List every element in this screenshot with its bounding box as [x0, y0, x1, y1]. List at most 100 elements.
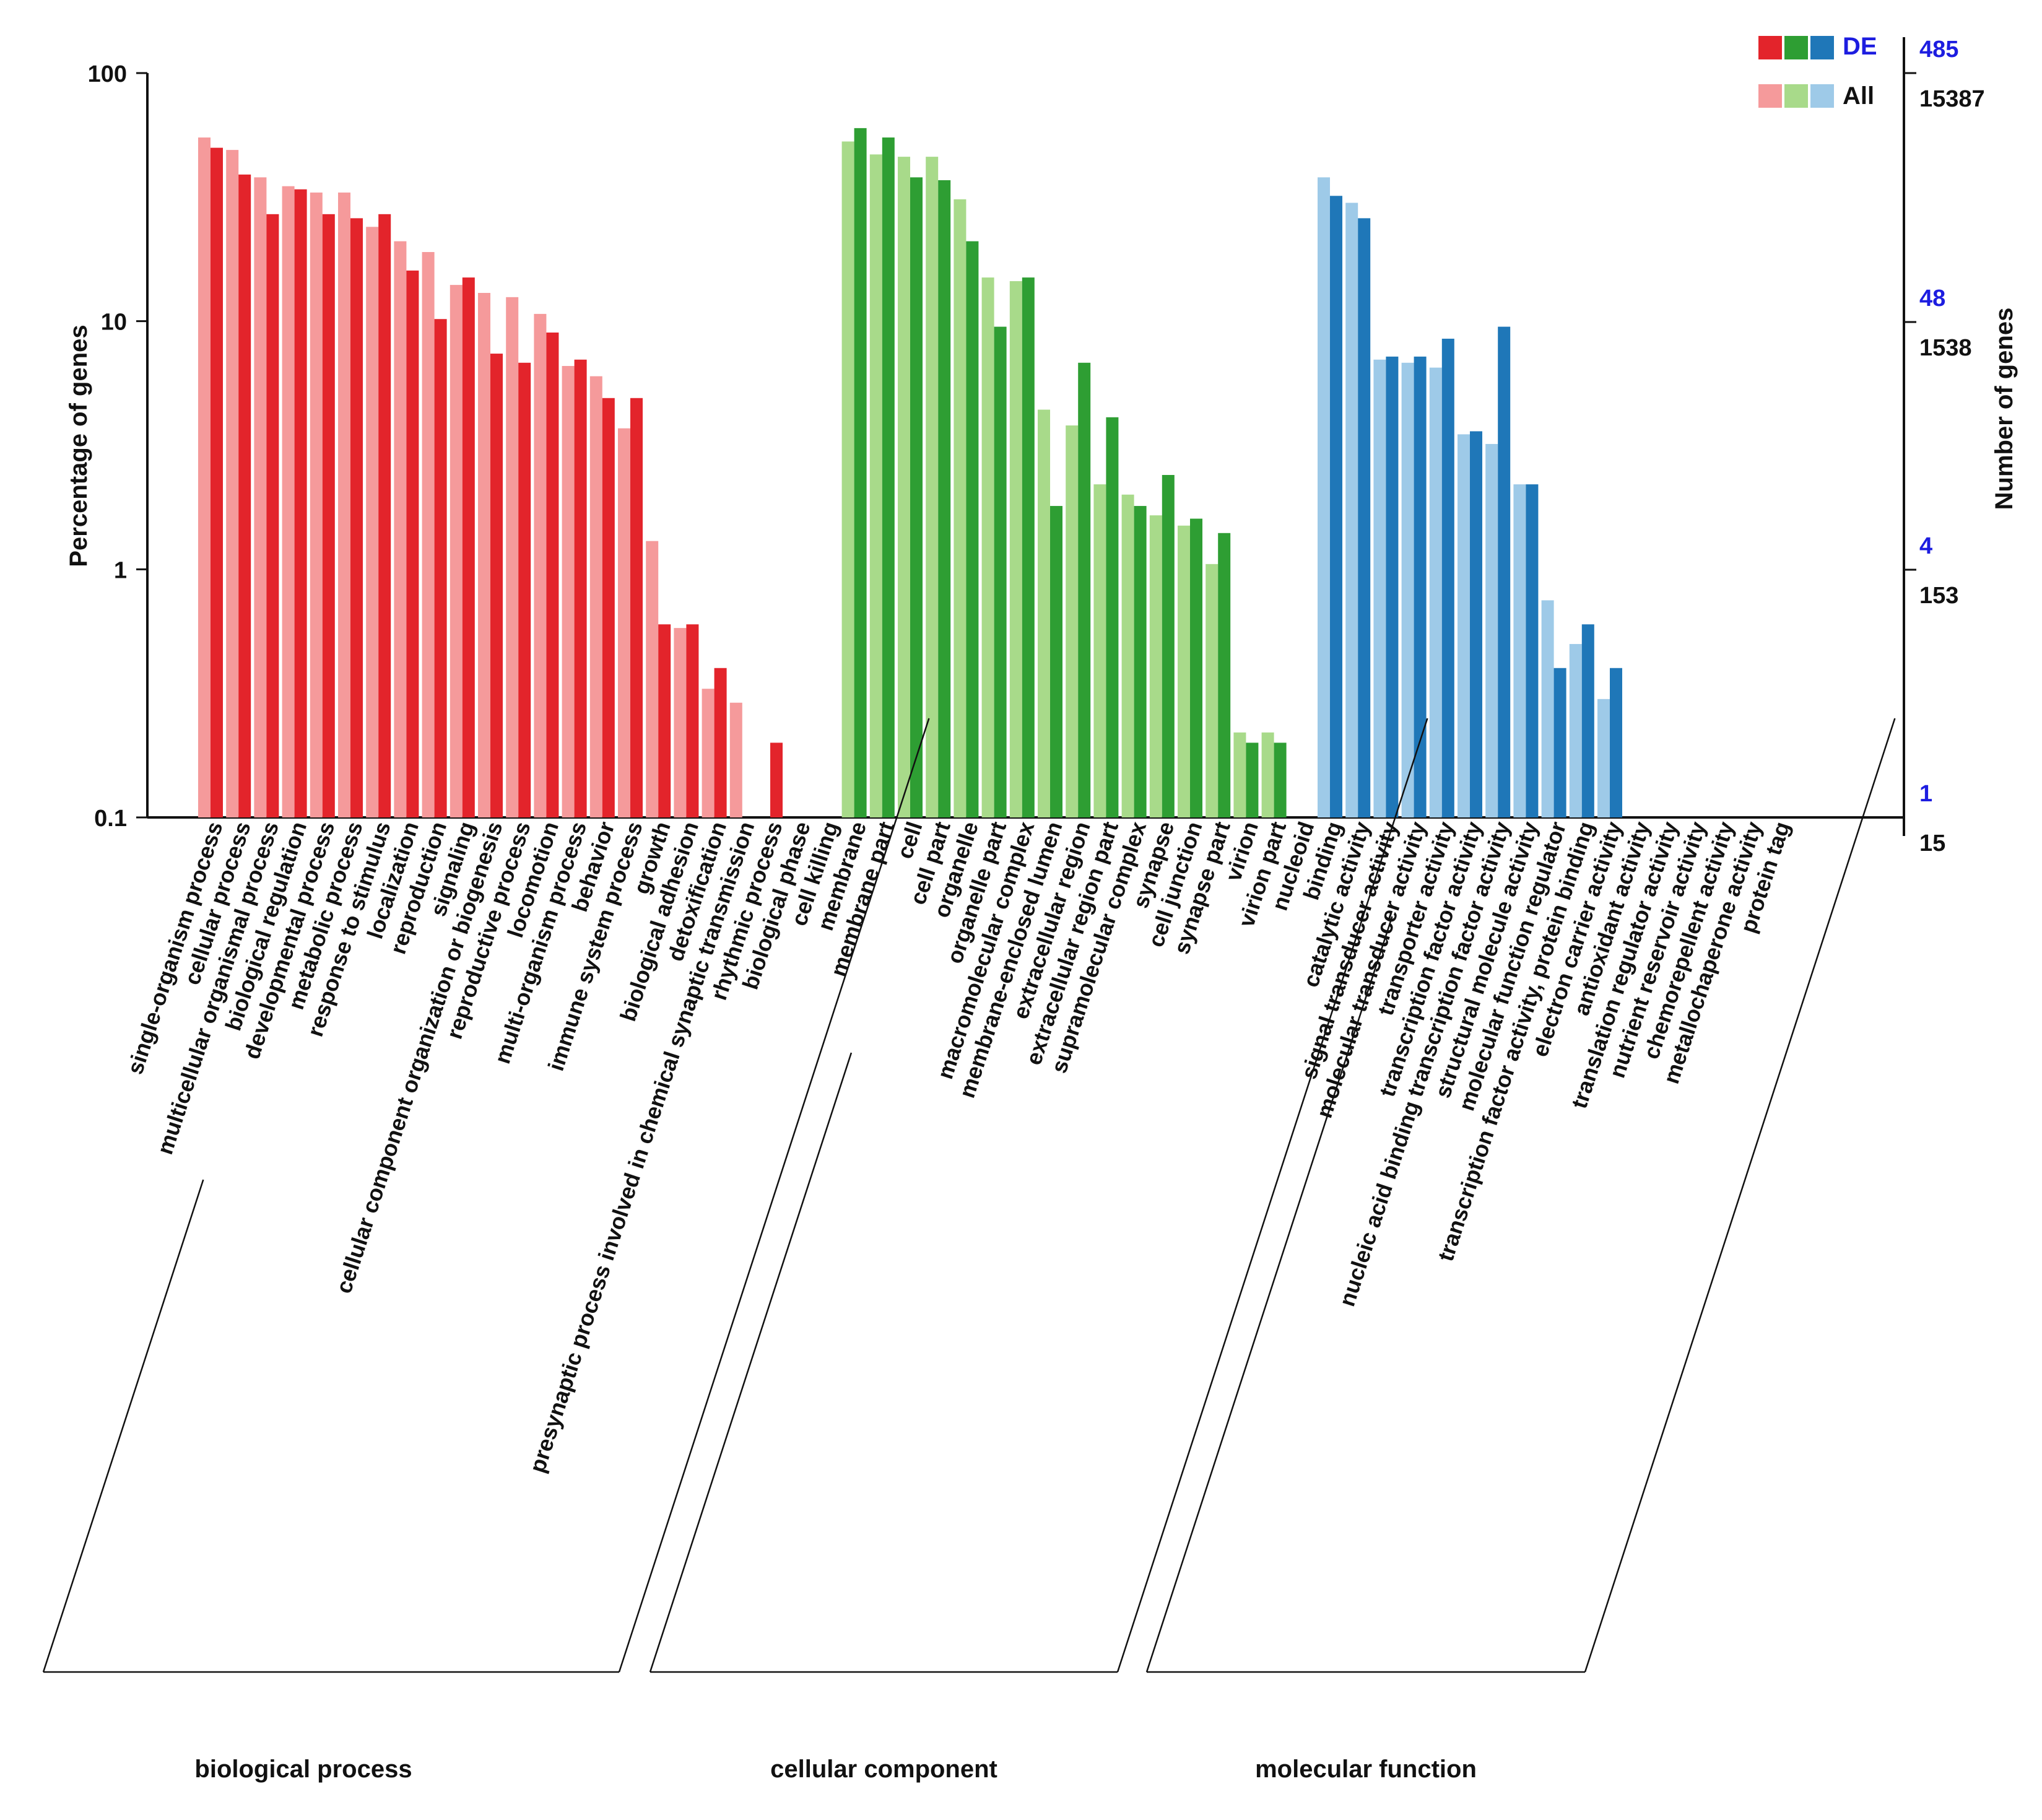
bar-de — [1218, 533, 1231, 817]
bar-all — [506, 297, 519, 818]
bar-de — [1386, 356, 1399, 817]
bar-all — [1318, 177, 1330, 817]
bar-all — [1009, 281, 1022, 817]
bar-all — [366, 227, 379, 817]
left-axis-ticks: 100 10 1 0.1 — [88, 61, 147, 832]
bar-de — [910, 177, 923, 817]
bar-all — [841, 141, 854, 817]
legend-swatch-de-bp — [1758, 36, 1782, 59]
bar-de — [1414, 356, 1427, 817]
bar-de — [1498, 326, 1511, 817]
left-tick-label: 0.1 — [94, 806, 127, 832]
bar-all — [254, 177, 267, 817]
bar-all — [1485, 443, 1498, 817]
bar-de — [462, 277, 475, 817]
bar-all — [954, 199, 967, 817]
bar-all — [1401, 362, 1414, 817]
bar-de — [770, 742, 783, 817]
group-brackets: biological process cellular component mole… — [42, 718, 1896, 1783]
bar-all — [1206, 564, 1219, 817]
legend-swatch-all-cc — [1784, 84, 1808, 108]
right-tick-all-label: 15 — [1919, 830, 1945, 856]
bar-all — [618, 428, 630, 817]
bar-all — [1261, 732, 1274, 817]
legend-all-label: All — [1843, 82, 1874, 110]
bar-all — [869, 154, 882, 818]
bar-de — [686, 624, 699, 817]
group-bracket-left — [1145, 916, 1393, 1673]
bar-all — [1038, 409, 1050, 817]
bar-de — [854, 128, 867, 817]
bar-de — [1162, 474, 1175, 817]
group-bracket-left — [42, 1179, 204, 1673]
bar-all — [1569, 643, 1582, 817]
bar-de — [714, 668, 727, 817]
bar-de — [546, 333, 559, 817]
bar-all — [422, 251, 435, 818]
left-axis-title: Percentage of genes — [65, 324, 92, 567]
bar-de — [350, 218, 363, 818]
bar-all — [226, 150, 239, 818]
bar-de — [518, 362, 531, 817]
right-tick-de-label: 48 — [1919, 285, 1945, 311]
bar-all — [1597, 699, 1610, 817]
right-tick-all-label: 1538 — [1919, 335, 1972, 361]
legend: DE All — [1758, 33, 1877, 110]
bar-de — [1470, 431, 1482, 817]
bar-all — [1345, 202, 1358, 817]
bar-de — [1553, 668, 1566, 817]
bar-all — [1121, 494, 1134, 817]
bar-de — [1330, 196, 1342, 817]
right-tick-all-label: 153 — [1919, 583, 1958, 609]
bar-all — [394, 241, 407, 817]
bar-all — [646, 541, 659, 817]
bar-all — [310, 192, 323, 817]
group-bracket-right — [1116, 718, 1428, 1673]
group-bracket-right — [1584, 718, 1896, 1673]
right-tick-de-label: 1 — [1919, 781, 1932, 807]
bar-all — [926, 157, 939, 817]
bar-all — [1066, 425, 1079, 817]
bar-all — [1429, 367, 1442, 817]
bar-all — [282, 186, 295, 817]
bar-de — [238, 174, 251, 817]
right-tick-de-label: 4 — [1919, 533, 1932, 559]
bar-de — [211, 147, 223, 818]
group-title: biological process — [194, 1756, 412, 1783]
left-tick-label: 1 — [114, 557, 127, 583]
bar-de — [434, 319, 447, 817]
bar-de — [658, 624, 671, 817]
bar-de — [938, 180, 951, 817]
bar-all — [198, 137, 211, 817]
group-title: cellular component — [770, 1756, 997, 1783]
right-axis-title: Number of genes — [1991, 308, 2018, 510]
bar-de — [406, 270, 419, 818]
bar-all — [702, 689, 715, 817]
bar-de — [1190, 518, 1202, 817]
bar-all — [1149, 515, 1162, 817]
bar-all — [1373, 359, 1386, 817]
bar-all — [1458, 434, 1470, 817]
bar-de — [266, 214, 279, 817]
legend-swatch-all-mf — [1810, 84, 1834, 108]
bar-de — [994, 326, 1007, 817]
legend-swatch-all-bp — [1758, 84, 1782, 108]
bar-all — [478, 293, 490, 817]
bar-de — [378, 214, 391, 817]
bar-all — [534, 313, 547, 817]
bar-de — [1358, 218, 1371, 818]
right-axis-ticks: 485 15387 48 1538 4 153 1 15 — [1904, 37, 1985, 856]
bar-all — [1093, 484, 1106, 817]
legend-swatch-de-mf — [1810, 36, 1834, 59]
left-tick-label: 10 — [101, 310, 127, 336]
bar-de — [1441, 338, 1454, 817]
left-tick-label: 100 — [88, 61, 127, 87]
bar-all — [981, 277, 994, 817]
bar-de — [630, 398, 643, 817]
bar-all — [338, 192, 350, 817]
bar-de — [1274, 742, 1287, 817]
group-bracket-right — [618, 718, 930, 1673]
bars-layer — [198, 128, 1622, 818]
